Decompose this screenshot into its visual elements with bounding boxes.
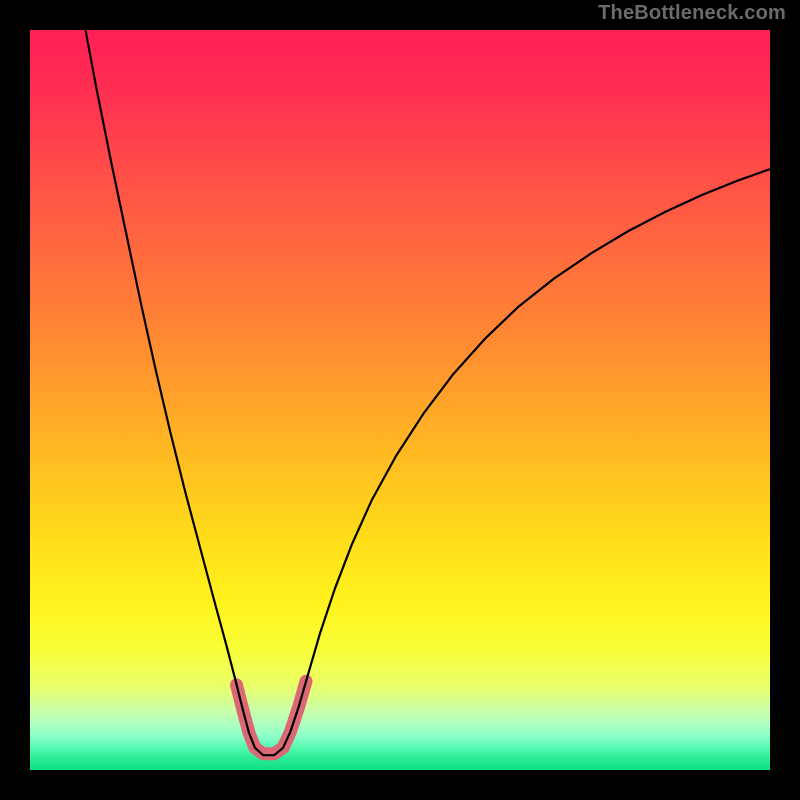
chart-stage: TheBottleneck.com bbox=[0, 0, 800, 800]
plot-background bbox=[30, 30, 770, 770]
chart-svg bbox=[0, 0, 800, 800]
watermark-text: TheBottleneck.com bbox=[598, 2, 786, 25]
